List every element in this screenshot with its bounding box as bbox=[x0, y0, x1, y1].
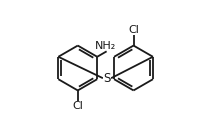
Text: S: S bbox=[103, 72, 111, 85]
Text: NH₂: NH₂ bbox=[95, 41, 117, 51]
Text: Cl: Cl bbox=[128, 25, 139, 35]
Text: Cl: Cl bbox=[72, 101, 83, 111]
